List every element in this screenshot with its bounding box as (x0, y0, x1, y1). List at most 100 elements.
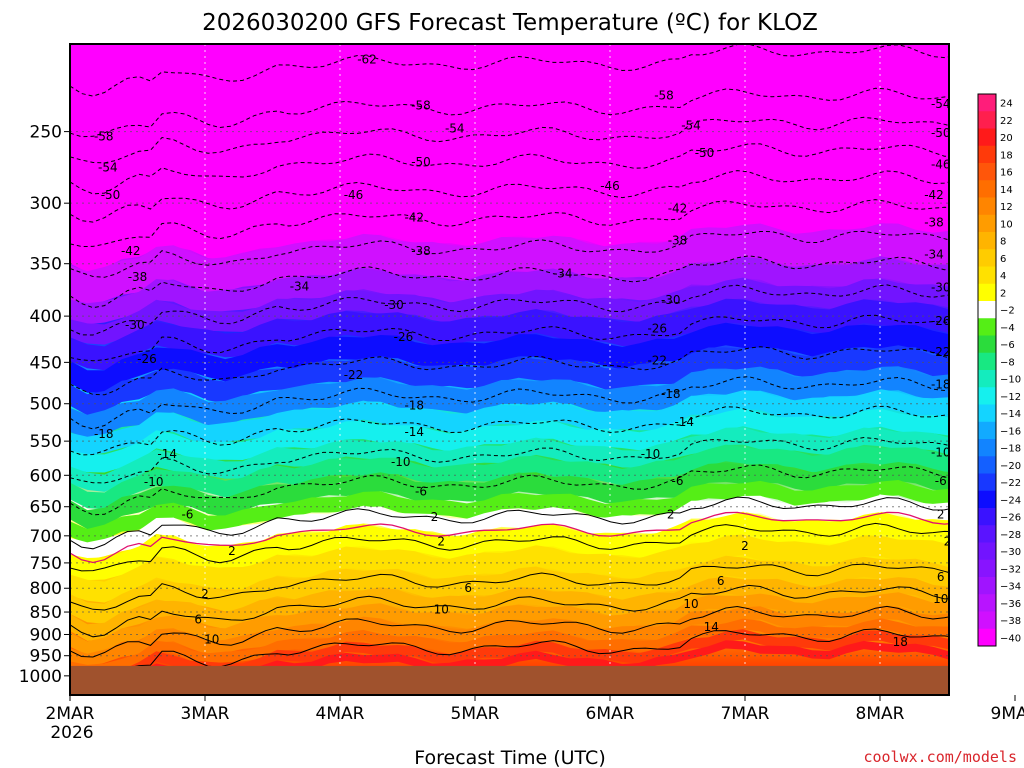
colorbar-label: 16 (1000, 168, 1013, 179)
y-tick-label: 550 (30, 432, 62, 452)
time-gridlines (70, 44, 881, 695)
contour-label: -18 (931, 377, 951, 391)
contour-line (70, 436, 949, 484)
contour-label: 10 (933, 592, 948, 606)
contour-label: -26 (931, 314, 951, 328)
x-tick-label: 4MAR (316, 704, 365, 724)
colorbar-label: 6 (1000, 254, 1006, 265)
colorbar-label: −28 (1000, 530, 1021, 541)
colorbar-label: −2 (1000, 306, 1015, 317)
contour-label: 6 (937, 570, 945, 584)
temperature-band (70, 640, 949, 695)
colorbar-label: −22 (1000, 478, 1021, 489)
contour-line (70, 199, 949, 248)
contour-label: -30 (931, 281, 951, 295)
y-tick-label: 950 (30, 647, 62, 667)
contour-line (70, 44, 949, 97)
contour-label: -38 (924, 215, 944, 229)
freezing-level-line (70, 511, 949, 564)
colorbar-swatch (978, 611, 996, 630)
contour-line (70, 87, 949, 138)
colorbar-label: −10 (1000, 375, 1021, 386)
contour-label: -10 (931, 445, 951, 459)
contour-label: -14 (157, 447, 177, 461)
contour-label: -38 (411, 244, 431, 258)
y-tick-label: 1000 (19, 667, 62, 687)
temperature-band (70, 629, 949, 687)
colorbar-label: −30 (1000, 547, 1021, 558)
colorbar-swatch (978, 197, 996, 216)
contour-label: -46 (931, 158, 951, 172)
colorbar-label: −6 (1000, 340, 1015, 351)
temperature-band (70, 605, 949, 667)
contour-label: -26 (647, 322, 667, 336)
colorbar-label: 8 (1000, 237, 1006, 248)
contour-label: 2 (944, 534, 952, 548)
contour-label: -6 (181, 507, 193, 521)
colorbar-swatch (978, 456, 996, 474)
colorbar-swatch (978, 559, 996, 578)
contour-label: -42 (668, 201, 688, 215)
colorbar-label: 18 (1000, 150, 1013, 161)
x-tick-label: 9MAR (991, 704, 1024, 724)
colorbar-label: −26 (1000, 513, 1021, 524)
y-tick-label: 600 (30, 466, 62, 486)
colorbar-label: 12 (1000, 202, 1013, 213)
contour-label: -26 (137, 352, 157, 366)
contour-label: -18 (94, 427, 114, 441)
temperature-band (70, 345, 949, 416)
temperature-band (70, 298, 949, 371)
contour-label: -34 (924, 248, 944, 262)
colorbar-swatch (978, 301, 996, 319)
contour-label: -58 (94, 129, 114, 143)
colorbar-swatch (978, 525, 996, 543)
temperature-band (70, 44, 949, 273)
y-tick-label: 900 (30, 625, 62, 645)
colorbar-swatch (978, 232, 996, 250)
contour-label: 10 (434, 603, 449, 617)
temperature-band (70, 480, 949, 545)
x-axis-year: 2026 (50, 723, 93, 743)
colorbar-label: 2 (1000, 288, 1006, 299)
contour-label: -18 (404, 398, 424, 412)
contour-label: -46 (344, 188, 364, 202)
colorbar-swatch (978, 508, 996, 526)
contour-line (70, 284, 949, 336)
contour-label: 10 (683, 597, 698, 611)
contour-label: -10 (391, 455, 411, 469)
contour-label: -34 (553, 267, 573, 281)
contour-labels: -62-58-58-58-54-54 -54-54-50-50-50-50-46-… (94, 52, 952, 648)
pressure-gridlines (70, 131, 949, 677)
contour-line (70, 346, 949, 396)
colorbar-label: −24 (1000, 495, 1021, 506)
x-tick-label: 3MAR (181, 704, 230, 724)
colorbar-swatch (978, 628, 996, 647)
contour-line (70, 605, 949, 658)
contour-label: -22 (344, 368, 364, 382)
colorbar-swatch (978, 439, 996, 457)
colorbar-swatch (978, 577, 996, 595)
contour-line (70, 405, 949, 456)
colorbar-swatch (978, 421, 996, 440)
contour-label: -42 (404, 210, 424, 224)
contour-label: -6 (672, 474, 684, 488)
contour-line (70, 376, 949, 430)
contour-label: -54 (931, 97, 951, 111)
colorbar-swatch (978, 473, 996, 492)
contour-label: 2 (431, 510, 439, 524)
temperature-band (70, 534, 949, 603)
colorbar-label: −40 (1000, 633, 1021, 644)
plot-frame (69, 43, 950, 696)
colorbar-swatch (978, 387, 996, 405)
y-tick-label: 700 (30, 527, 62, 547)
y-tick-label: 850 (30, 603, 62, 623)
temperature-bands (70, 44, 949, 695)
contour-line (70, 464, 949, 516)
contour-line (70, 563, 949, 611)
colorbar-label: −36 (1000, 599, 1021, 610)
contour-label: -22 (647, 354, 667, 368)
colorbar-label: −18 (1000, 444, 1021, 455)
credit-text: coolwx.com/models (863, 748, 1017, 766)
contour-label: -10 (144, 475, 164, 489)
colorbar-label: −34 (1000, 582, 1021, 593)
